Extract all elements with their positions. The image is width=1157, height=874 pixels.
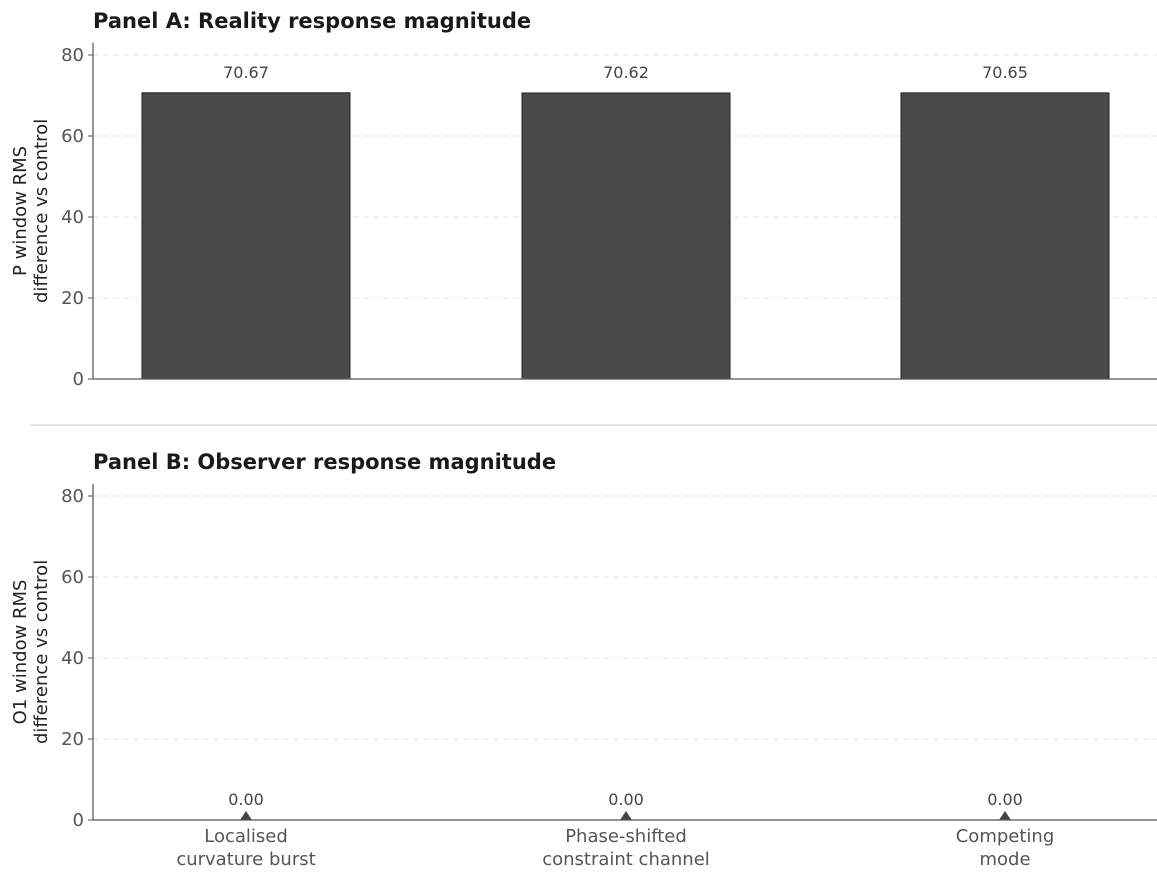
y-tick-label: 60 — [61, 567, 84, 588]
x-tick-label-line: constraint channel — [542, 849, 710, 870]
y-tick-label: 20 — [61, 288, 84, 309]
y-axis-label-line: difference vs control — [31, 560, 52, 744]
data-label: 70.67 — [223, 63, 269, 82]
data-label: 0.00 — [228, 790, 264, 809]
x-tick-label-line: Competing — [956, 826, 1055, 847]
bar — [900, 92, 1110, 380]
data-label: 0.00 — [608, 790, 644, 809]
x-tick-label-line: curvature burst — [176, 849, 315, 870]
y-tick-label: 20 — [61, 729, 84, 750]
y-tick-label: 60 — [61, 126, 84, 147]
panel-title: Panel A: Reality response magnitude — [93, 9, 531, 33]
y-axis-label: O1 window RMSdifference vs control — [10, 560, 52, 744]
y-axis-label-line: O1 window RMS — [10, 580, 31, 725]
x-tick-label: Localised curvature burst — [176, 826, 315, 870]
bar — [521, 92, 731, 380]
zero-marker — [620, 811, 632, 820]
data-label: 0.00 — [987, 790, 1023, 809]
y-tick-label: 0 — [73, 369, 84, 390]
panel-title: Panel B: Observer response magnitude — [93, 450, 556, 474]
x-tick-label: Competing mode — [956, 826, 1055, 870]
x-tick-label: Phase-shifted constraint channel — [542, 826, 710, 870]
x-tick-label-line: Phase-shifted — [565, 826, 687, 847]
data-label: 70.62 — [603, 63, 649, 82]
y-tick-label: 80 — [61, 45, 84, 66]
y-axis-label-line: difference vs control — [31, 119, 52, 303]
zero-marker — [240, 811, 252, 820]
data-label: 70.65 — [982, 63, 1028, 82]
x-tick-label-line: mode — [979, 849, 1030, 870]
zero-marker — [999, 811, 1011, 820]
y-tick-label: 40 — [61, 648, 84, 669]
y-axis-label-line: P window RMS — [10, 146, 31, 276]
y-tick-label: 40 — [61, 207, 84, 228]
bar — [141, 92, 351, 380]
y-tick-label: 0 — [73, 810, 84, 831]
y-tick-label: 80 — [61, 486, 84, 507]
y-axis-label: P window RMSdifference vs control — [10, 119, 52, 303]
x-tick-label-line: Localised — [204, 826, 288, 847]
